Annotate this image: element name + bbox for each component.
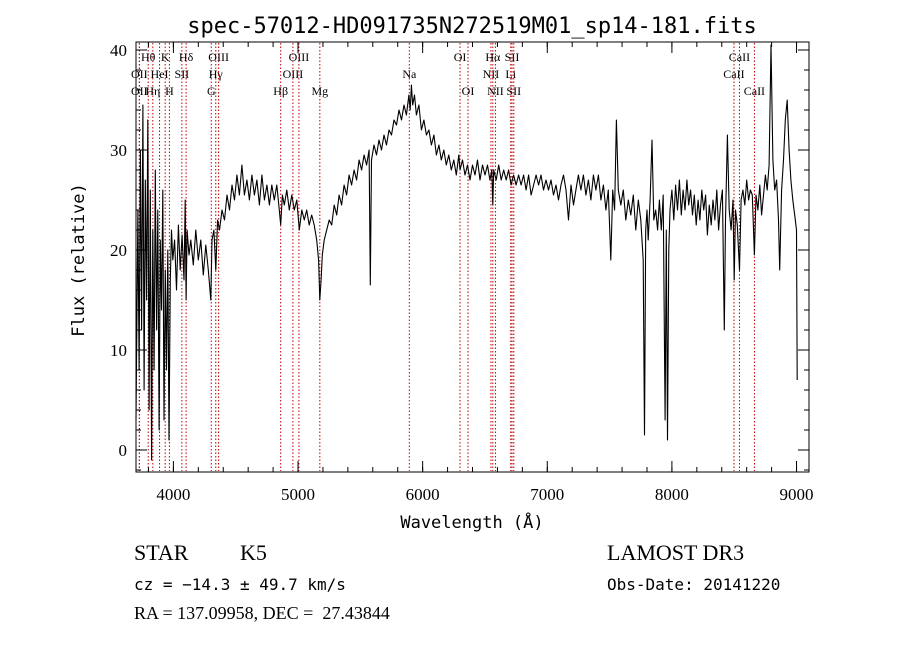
line-marker-label: CaII (723, 67, 744, 81)
x-tick-label: 8000 (655, 485, 689, 504)
line-marker-label: K (161, 50, 170, 64)
line-marker-label: CaII (744, 84, 765, 98)
line-marker-label: NII (487, 84, 504, 98)
line-marker-label: Hα (485, 50, 501, 64)
line-marker-label: SII (175, 67, 190, 81)
y-tick-label: 40 (110, 41, 127, 60)
x-tick-label: 6000 (406, 485, 440, 504)
x-tick-label: 4000 (156, 485, 190, 504)
line-marker-label: Hθ (141, 50, 156, 64)
x-tick-label: 5000 (281, 485, 315, 504)
line-marker-label: Mg (311, 84, 328, 98)
chart-title: spec-57012-HD091735N272519M01_sp14-181.f… (187, 14, 757, 39)
x-axis-title: Wavelength (Å) (400, 511, 543, 533)
line-markers: HθHηOIIOIIHeIKHSIIHδGHγOIIIHβOIIIOIIIMgN… (131, 43, 765, 471)
line-marker-label: Na (402, 67, 417, 81)
line-marker-label: OI (462, 84, 475, 98)
line-marker-label: SII (506, 84, 521, 98)
line-marker-label: OIII (283, 67, 304, 81)
line-marker-label: OIII (208, 50, 229, 64)
x-tick-label: 9000 (780, 485, 814, 504)
line-marker-label: HeI (151, 67, 169, 81)
y-axis-title: Flux (relative) (69, 183, 89, 337)
line-marker-label: Li (505, 67, 516, 81)
y-tick-label: 20 (110, 241, 127, 260)
line-marker-label: NII (483, 67, 500, 81)
object-subclass-label: K5 (240, 540, 267, 565)
y-tick-label: 10 (110, 341, 127, 360)
line-marker-label: OIII (289, 50, 310, 64)
line-marker-label: Hδ (179, 50, 194, 64)
spectrum-plot (135, 44, 798, 461)
y-tick-label: 30 (110, 141, 127, 160)
line-marker-label: Hγ (209, 67, 224, 81)
obs-date-readout: Obs-Date: 20141220 (607, 575, 780, 594)
line-marker-label: OII (131, 84, 148, 98)
spectrum-line (135, 44, 798, 461)
line-marker-label: CaII (729, 50, 750, 64)
line-marker-label: Hη (145, 84, 160, 98)
coordinates-readout: RA = 137.09958, DEC = 27.43844 (134, 603, 390, 623)
object-class-label: STAR (134, 540, 189, 565)
line-marker-label: SII (505, 50, 520, 64)
survey-label: LAMOST DR3 (607, 540, 744, 565)
line-marker-label: Hβ (273, 84, 288, 98)
line-marker-label: H (165, 84, 174, 98)
y-tick-label: 0 (119, 441, 128, 460)
line-marker-label: G (207, 84, 216, 98)
redshift-readout: cz = −14.3 ± 49.7 km/s (134, 575, 346, 594)
line-marker-label: OI (454, 50, 467, 64)
plot-axes: 4000 5000 6000 7000 8000 9000 0 10 20 30 40 (110, 41, 814, 504)
line-marker-label: OII (131, 67, 148, 81)
plot-frame (135, 41, 810, 473)
x-tick-label: 7000 (530, 485, 564, 504)
